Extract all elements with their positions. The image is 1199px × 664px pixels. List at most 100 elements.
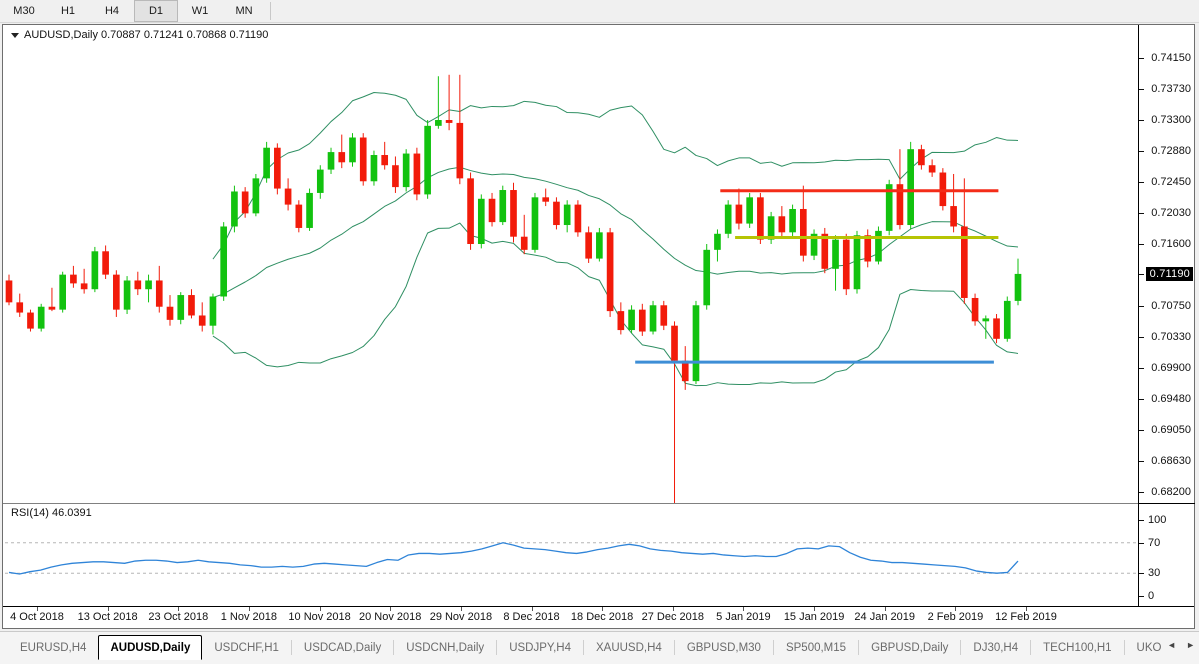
price-axis-dash — [1139, 58, 1144, 59]
tab-scroll-right-icon[interactable]: ► — [1186, 640, 1195, 650]
price-axis-dash — [1139, 492, 1144, 493]
bollinger-lower-band — [212, 222, 1019, 387]
rsi-level-lines — [5, 542, 1136, 574]
price-axis[interactable]: 0.74150 0.73730 0.73300 0.72880 0.72450 0.720… — [1138, 25, 1195, 628]
chart-tab-dj30-h4[interactable]: DJ30,H4 — [973, 642, 1019, 654]
chart-tab-usdjpy-h4[interactable]: USDJPY,H4 — [509, 642, 571, 654]
price-axis-dash — [1139, 244, 1144, 245]
price-axis-dash — [1139, 306, 1144, 307]
chart-tab-tech100-h1[interactable]: TECH100,H1 — [1043, 642, 1112, 654]
rsi-line-series — [8, 542, 1019, 575]
chart-symbol-ohlc-text: AUDUSD,Daily 0.70887 0.71241 0.70868 0.7… — [24, 29, 269, 41]
chart-tab-eurusd-h4[interactable]: EURUSD,H4 — [20, 642, 87, 654]
time-axis-label: 23 Oct 2018 — [148, 611, 209, 623]
time-axis-tick — [531, 607, 533, 611]
price-axis-tick: 0.74150 — [1151, 52, 1191, 64]
time-axis-tick — [390, 607, 392, 611]
timeframe-button-h1[interactable]: H1 — [60, 5, 76, 17]
time-axis-label: 27 Dec 2018 — [641, 611, 704, 623]
current-price-tag: 0.71190 — [1145, 266, 1193, 281]
time-axis-tick — [248, 607, 250, 611]
time-axis-label: 4 Oct 2018 — [10, 611, 64, 623]
time-axis-tick — [319, 607, 321, 611]
pane-divider[interactable] — [3, 503, 1194, 504]
rsi-axis-tick: 30 — [1148, 567, 1161, 580]
price-axis-tick: 0.70750 — [1151, 300, 1191, 312]
time-axis-label: 1 Nov 2018 — [220, 611, 278, 623]
tab-separator — [772, 640, 774, 655]
time-axis-tick — [884, 607, 886, 611]
price-axis-dash — [1139, 182, 1144, 183]
time-axis-label: 15 Jan 2019 — [783, 611, 845, 623]
time-axis-tick — [602, 607, 604, 611]
tab-scroll-left-icon[interactable]: ◄ — [1167, 640, 1177, 650]
time-axis-label: 8 Dec 2018 — [503, 611, 560, 623]
candlestick-series — [5, 74, 1022, 503]
chart-window[interactable]: AUDUSD,Daily 0.70887 0.71241 0.70868 0.7… — [2, 24, 1195, 629]
chart-tab-bar: EURUSD,H4 AUDUSD,Daily USDCHF,H1 USDCAD,Dai… — [0, 631, 1199, 664]
toolbar-separator — [270, 2, 271, 20]
price-axis-dash — [1139, 212, 1144, 214]
tab-separator — [960, 640, 962, 655]
price-axis-dash — [1139, 150, 1144, 152]
rsi-axis-dash — [1139, 596, 1144, 597]
tab-separator — [673, 640, 675, 655]
timeframe-button-mn[interactable]: MN — [235, 5, 253, 17]
chart-tab-gbpusd-m30[interactable]: GBPUSD,M30 — [686, 642, 761, 654]
price-axis-tick: 0.72030 — [1151, 206, 1191, 219]
current-price-dash — [1139, 273, 1144, 275]
chart-symbol-label: AUDUSD,Daily 0.70887 0.71241 0.70868 0.7… — [11, 29, 268, 41]
price-axis-dash — [1139, 336, 1144, 338]
timeframe-toolbar: M30 H1 H4 D1 W1 MN — [0, 0, 1199, 23]
time-axis-label: 13 Oct 2018 — [77, 611, 138, 623]
price-axis-tick: 0.69480 — [1151, 392, 1191, 405]
price-axis-dash — [1139, 430, 1144, 431]
price-chart-svg — [5, 74, 1022, 503]
time-axis[interactable]: 4 Oct 2018 13 Oct 2018 23 Oct 2018 1 Nov 20… — [3, 606, 1194, 628]
rsi-axis-dash — [1139, 573, 1144, 575]
bollinger-middle-band — [212, 166, 1019, 299]
timeframe-button-d1[interactable]: D1 — [134, 0, 178, 22]
tab-separator — [290, 640, 292, 655]
price-chart-pane[interactable]: AUDUSD,Daily 0.70887 0.71241 0.70868 0.7… — [3, 25, 1138, 503]
chart-tab-usdcad-daily[interactable]: USDCAD,Daily — [303, 642, 382, 654]
chart-tab-xauusd-h4[interactable]: XAUUSD,H4 — [595, 642, 662, 654]
rsi-indicator-pane[interactable]: RSI(14) 46.0391 — [3, 504, 1138, 605]
chart-tab-gbpusd-daily[interactable]: GBPUSD,Daily — [871, 642, 949, 654]
time-axis-tick — [1026, 607, 1027, 611]
chart-tab-usdcnh-daily[interactable]: USDCNH,Daily — [406, 642, 485, 654]
chart-tab-audusd-daily[interactable]: AUDUSD,Daily — [98, 635, 203, 660]
chart-tab-usdchf-h1[interactable]: USDCHF,H1 — [214, 642, 279, 654]
price-axis-dash — [1139, 368, 1144, 369]
price-axis-tick: 0.72450 — [1151, 176, 1191, 188]
horizontal-trend-lines[interactable] — [635, 189, 999, 364]
time-axis-label: 24 Jan 2019 — [854, 611, 915, 623]
time-axis-tick — [178, 607, 180, 611]
chart-tab-uko[interactable]: UKO — [1136, 642, 1162, 654]
time-axis-label: 18 Dec 2018 — [570, 611, 634, 623]
rsi-axis-dash — [1139, 542, 1144, 544]
time-axis-tick — [672, 607, 674, 611]
rsi-axis-tick: 0 — [1148, 590, 1155, 602]
tab-separator — [393, 640, 395, 655]
tab-scroll-arrows: ◄ ► — [1167, 640, 1195, 650]
time-axis-label: 10 Nov 2018 — [288, 611, 351, 623]
time-axis-tick — [460, 607, 462, 611]
tab-separator — [858, 640, 860, 655]
rsi-axis-dash — [1139, 520, 1144, 521]
axis-divider — [1139, 503, 1195, 504]
chart-tabs: EURUSD,H4 AUDUSD,Daily USDCHF,H1 USDCAD,Dai… — [8, 635, 1173, 660]
time-axis-tick — [955, 607, 957, 611]
price-axis-dash — [1139, 460, 1144, 462]
timeframe-button-m30[interactable]: M30 — [13, 5, 35, 17]
price-axis-tick: 0.69050 — [1151, 424, 1191, 436]
time-axis-label: 29 Nov 2018 — [429, 611, 493, 623]
tab-separator — [582, 640, 584, 655]
timeframe-button-group: M30 H1 H4 D1 W1 MN — [2, 0, 275, 22]
chart-menu-caret-icon[interactable] — [11, 32, 19, 38]
timeframe-button-h4[interactable]: H4 — [104, 5, 120, 17]
chart-tab-sp500-m15[interactable]: SP500,M15 — [785, 642, 847, 654]
time-axis-tick — [107, 607, 109, 611]
rsi-axis-tick: 100 — [1148, 514, 1167, 526]
timeframe-button-w1[interactable]: W1 — [191, 5, 209, 17]
